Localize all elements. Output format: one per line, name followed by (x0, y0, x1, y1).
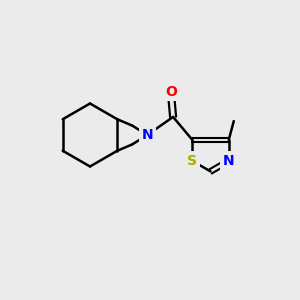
Text: N: N (142, 128, 153, 142)
Text: O: O (165, 85, 177, 98)
Text: S: S (188, 154, 197, 168)
Text: N: N (223, 154, 235, 168)
